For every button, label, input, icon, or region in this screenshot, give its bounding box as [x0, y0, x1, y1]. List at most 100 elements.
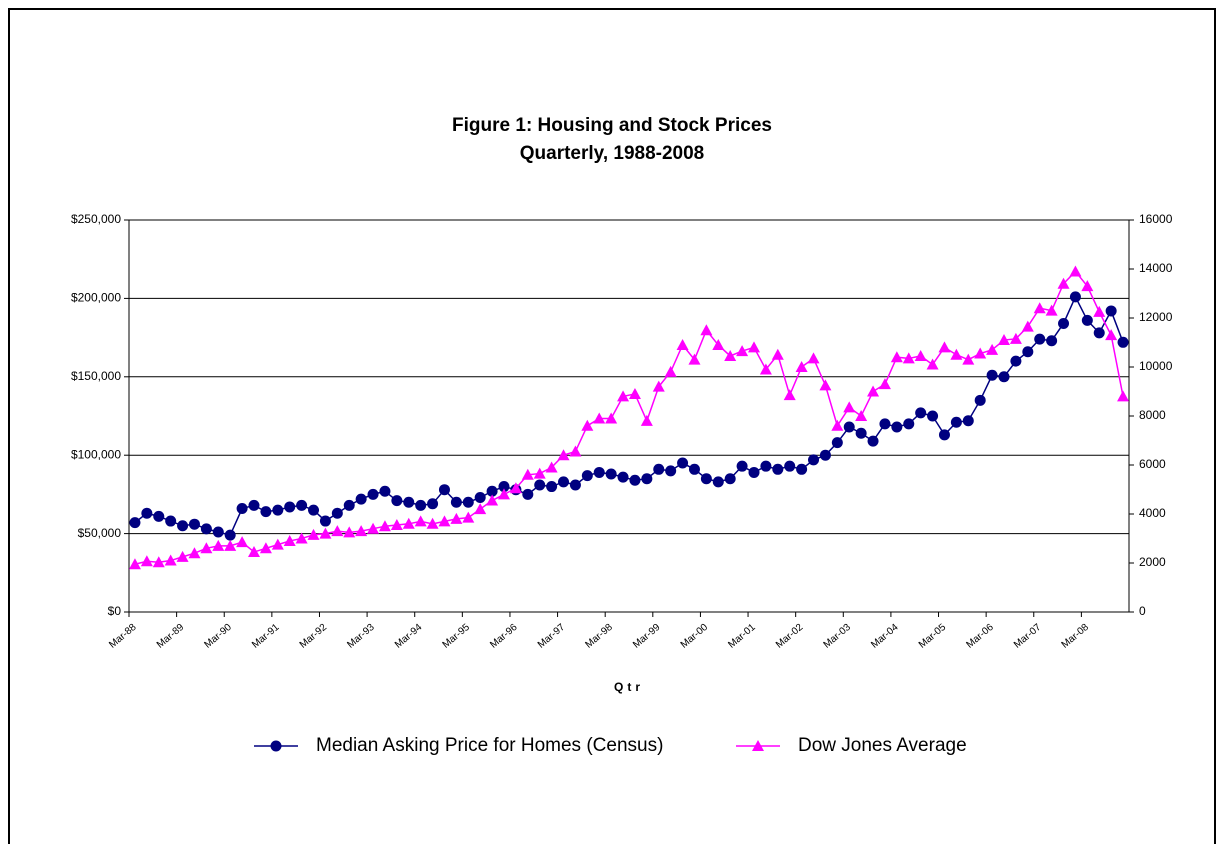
- triangle-marker: [1069, 265, 1082, 277]
- y2-tick-label: 12000: [1139, 310, 1173, 324]
- triangle-marker: [378, 520, 391, 532]
- circle-marker: [950, 416, 962, 428]
- triangle-marker: [533, 467, 546, 479]
- x-tick-label: Mar-03: [822, 622, 854, 651]
- y2-tick-label: 14000: [1139, 261, 1173, 275]
- circle-marker: [736, 460, 748, 472]
- circle-marker: [1022, 346, 1034, 358]
- circle-marker: [343, 499, 355, 511]
- circle-marker: [296, 499, 308, 511]
- y2-tick-label: 8000: [1139, 408, 1166, 422]
- triangle-marker: [628, 387, 641, 399]
- circle-marker: [522, 488, 534, 500]
- triangle-marker: [557, 449, 570, 461]
- x-axis-title: Qtr: [614, 680, 644, 694]
- triangle-marker: [843, 401, 856, 413]
- triangle-marker: [569, 445, 582, 457]
- circle-marker: [843, 421, 855, 433]
- triangle-marker: [664, 365, 677, 377]
- triangle-marker: [474, 503, 487, 515]
- circle-marker: [831, 437, 843, 449]
- y2-tick-label: 16000: [1139, 212, 1173, 226]
- circle-marker: [1010, 355, 1022, 367]
- triangle-marker: [1045, 304, 1058, 316]
- triangle-marker: [545, 461, 558, 473]
- x-tick-label: Mar-00: [679, 622, 711, 651]
- triangle-marker: [355, 525, 368, 537]
- y2-tick-label: 6000: [1139, 457, 1166, 471]
- triangle-marker: [152, 556, 165, 568]
- triangle-marker: [271, 538, 284, 550]
- triangle-marker: [259, 542, 272, 554]
- circle-marker: [272, 504, 284, 516]
- circle-marker: [938, 429, 950, 441]
- x-tick-label: Mar-95: [441, 622, 473, 651]
- circle-marker: [593, 466, 605, 478]
- triangle-marker: [498, 488, 510, 500]
- triangle-marker: [902, 352, 915, 364]
- y-tick-label: $250,000: [71, 212, 121, 226]
- circle-marker: [427, 498, 439, 510]
- triangle-marker: [605, 412, 618, 424]
- triangle-marker: [914, 349, 927, 361]
- y-tick-label: $200,000: [71, 291, 121, 305]
- circle-marker: [855, 427, 867, 439]
- circle-marker: [581, 470, 593, 482]
- circle-marker: [415, 499, 427, 511]
- legend-label: Dow Jones Average: [798, 735, 967, 756]
- circle-marker: [700, 473, 712, 485]
- circle-marker: [653, 463, 665, 475]
- x-tick-label: Mar-89: [155, 622, 187, 651]
- triangle-marker: [652, 380, 665, 392]
- legend-marker: [752, 740, 764, 751]
- triangle-marker: [390, 519, 403, 531]
- circle-marker: [605, 468, 617, 480]
- triangle-marker: [509, 482, 522, 494]
- circle-marker: [177, 520, 189, 532]
- circle-marker: [1105, 305, 1117, 317]
- y2-tick-label: 0: [1139, 604, 1146, 618]
- circle-marker: [819, 449, 831, 461]
- triangle-marker: [367, 522, 380, 534]
- circle-marker: [379, 485, 391, 497]
- circle-marker: [391, 495, 403, 507]
- y2-tick-label: 2000: [1139, 555, 1166, 569]
- triangle-marker: [521, 468, 534, 480]
- triangle-marker: [128, 558, 141, 570]
- circle-marker: [665, 465, 677, 477]
- triangle-marker: [450, 512, 463, 524]
- triangle-marker: [759, 363, 772, 375]
- circle-marker: [974, 394, 986, 406]
- legend-marker: [270, 740, 282, 752]
- triangle-marker: [1105, 329, 1118, 341]
- circle-marker: [641, 473, 653, 485]
- triangle-marker: [855, 410, 868, 421]
- circle-marker: [867, 435, 879, 447]
- triangle-marker: [950, 348, 963, 360]
- x-tick-label: Mar-04: [869, 622, 901, 651]
- circle-marker: [986, 369, 998, 381]
- circle-marker: [331, 507, 343, 519]
- circle-marker: [534, 479, 546, 491]
- x-tick-label: Mar-93: [345, 622, 377, 651]
- triangle-marker: [402, 517, 415, 529]
- x-tick-label: Mar-92: [298, 622, 330, 651]
- triangle-marker: [581, 419, 594, 431]
- circle-marker: [438, 484, 450, 496]
- circle-marker: [808, 454, 820, 466]
- circle-marker: [998, 371, 1010, 383]
- triangle-marker: [188, 547, 201, 559]
- circle-marker: [903, 418, 915, 430]
- circle-marker: [260, 506, 272, 518]
- circle-marker: [248, 499, 260, 511]
- triangle-marker: [486, 494, 499, 506]
- triangle-marker: [1033, 302, 1046, 314]
- circle-marker: [1034, 333, 1046, 345]
- triangle-marker: [224, 539, 237, 551]
- triangle-marker: [783, 389, 796, 401]
- chart-subtitle: Quarterly, 1988-2008: [520, 143, 705, 164]
- circle-marker: [462, 496, 474, 508]
- triangle-marker: [974, 347, 987, 359]
- triangle-marker: [807, 352, 820, 364]
